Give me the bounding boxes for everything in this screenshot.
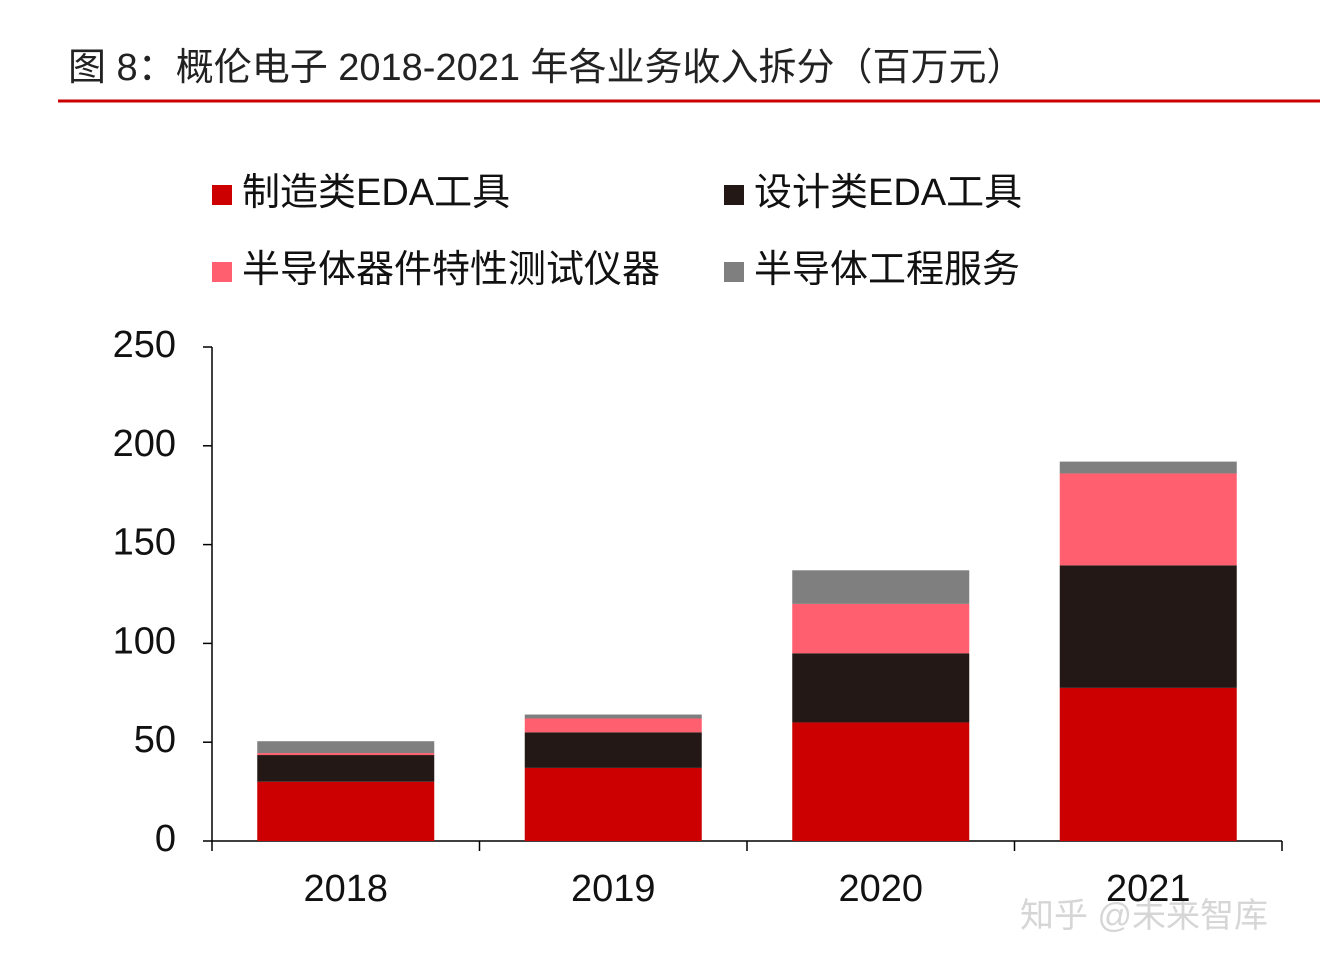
x-tick-label: 2020 bbox=[838, 868, 923, 910]
y-tick-label: 250 bbox=[113, 324, 176, 366]
bar-segment bbox=[524, 767, 702, 841]
bar-segment bbox=[257, 741, 435, 754]
bar-segment bbox=[792, 722, 970, 841]
bar-segment bbox=[257, 755, 435, 782]
legend-swatch bbox=[724, 185, 744, 205]
bar-segment bbox=[1059, 461, 1237, 474]
bar-segment bbox=[1059, 687, 1237, 841]
legend-swatch bbox=[212, 262, 232, 282]
y-tick-label: 0 bbox=[155, 818, 176, 860]
bar-segment bbox=[1059, 473, 1237, 566]
legend-swatch bbox=[212, 185, 232, 205]
y-tick-label: 50 bbox=[134, 719, 176, 761]
legend-swatch bbox=[724, 262, 744, 282]
y-tick-label: 200 bbox=[113, 423, 176, 465]
x-tick-label: 2019 bbox=[571, 868, 656, 910]
chart-title: 图 8：概伦电子 2018-2021 年各业务收入拆分（百万元） bbox=[68, 47, 1025, 89]
legend-label: 半导体工程服务 bbox=[754, 249, 1020, 291]
legend-label: 制造类EDA工具 bbox=[242, 172, 510, 214]
bar-segment bbox=[792, 603, 970, 654]
y-tick-label: 100 bbox=[113, 620, 176, 662]
x-tick-label: 2021 bbox=[1106, 868, 1191, 910]
bar-segment bbox=[792, 653, 970, 723]
legend-label: 半导体器件特性测试仪器 bbox=[242, 249, 660, 291]
x-tick-label: 2018 bbox=[303, 868, 388, 910]
bar-segment bbox=[524, 718, 702, 733]
bar-segment bbox=[524, 714, 702, 719]
bar-segment bbox=[524, 732, 702, 768]
y-tick-label: 150 bbox=[113, 522, 176, 564]
bar-segment bbox=[257, 753, 435, 756]
bar-segment bbox=[1059, 565, 1237, 688]
watermark: 知乎 @未来智库 bbox=[1020, 897, 1268, 935]
bar-segment bbox=[792, 570, 970, 604]
legend-label: 设计类EDA工具 bbox=[754, 172, 1022, 214]
bar-segment bbox=[257, 781, 435, 841]
